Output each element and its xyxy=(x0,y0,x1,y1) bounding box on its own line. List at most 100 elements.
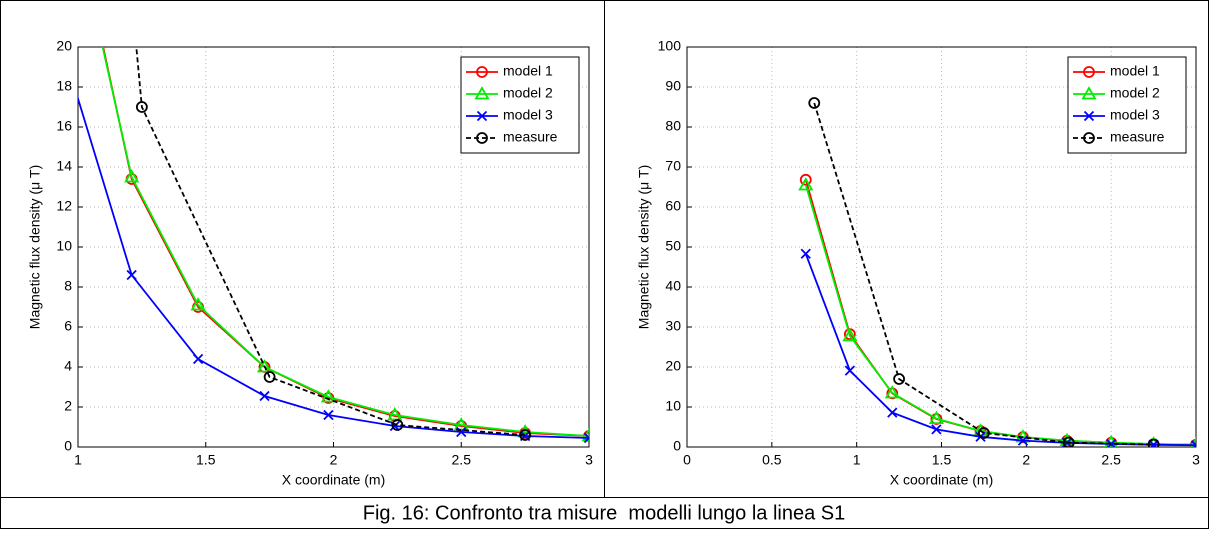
marker xyxy=(1083,110,1095,122)
series-line xyxy=(101,47,589,437)
marker xyxy=(192,353,204,365)
legend-label: model 3 xyxy=(503,107,553,123)
marker xyxy=(798,177,814,191)
series-line xyxy=(78,95,589,439)
x-tick-label: 2 xyxy=(1022,452,1030,468)
marker xyxy=(453,417,469,431)
marker xyxy=(519,429,532,441)
series-line xyxy=(135,47,526,436)
marker xyxy=(887,407,898,418)
legend-label: model 2 xyxy=(1110,85,1160,101)
marker xyxy=(263,371,276,383)
y-tick-label: 10 xyxy=(56,238,72,254)
marker xyxy=(583,432,589,444)
axes-box xyxy=(77,46,590,448)
legend-label: model 1 xyxy=(503,63,553,79)
y-tick-label: 6 xyxy=(64,318,72,334)
x-tick-label: 0 xyxy=(683,452,691,468)
y-tick-label: 100 xyxy=(658,38,682,54)
marker xyxy=(978,427,990,439)
x-tick-label: 1.5 xyxy=(196,452,216,468)
marker xyxy=(1106,438,1117,447)
marker xyxy=(1147,438,1160,447)
y-tick-label: 4 xyxy=(64,358,72,374)
y-tick-label: 90 xyxy=(665,78,681,94)
marker xyxy=(799,173,812,186)
x-tick-label: 1 xyxy=(74,452,82,468)
marker xyxy=(476,132,488,144)
marker xyxy=(256,359,273,373)
marker xyxy=(190,297,206,311)
legend-label: model 1 xyxy=(1110,63,1160,79)
legend-box xyxy=(1067,56,1187,154)
y-tick-label: 14 xyxy=(56,158,72,174)
marker xyxy=(63,61,72,70)
marker xyxy=(1147,436,1160,447)
series-group xyxy=(63,47,589,444)
marker xyxy=(389,420,400,432)
marker xyxy=(928,410,944,424)
y-tick-label: 50 xyxy=(665,238,681,254)
y-tick-label: 80 xyxy=(665,118,681,134)
marker xyxy=(844,365,856,376)
marker xyxy=(320,389,336,403)
y-tick-label: 12 xyxy=(56,198,72,214)
y-tick-label: 0 xyxy=(64,438,72,454)
x-tick-label: 2.5 xyxy=(1101,452,1121,468)
y-tick-label: 18 xyxy=(56,78,72,94)
y-tick-label: 0 xyxy=(673,438,681,454)
marker xyxy=(135,101,148,113)
marker xyxy=(259,390,270,402)
x-tick-label: 3 xyxy=(585,452,593,468)
marker xyxy=(387,407,403,421)
marker xyxy=(808,97,821,109)
marker xyxy=(842,327,858,342)
marker xyxy=(476,110,488,122)
legend-label: model 2 xyxy=(503,85,553,101)
marker xyxy=(323,409,334,421)
marker xyxy=(1081,86,1097,100)
x-tick-label: 2.5 xyxy=(452,452,472,468)
x-tick-label: 1 xyxy=(853,452,861,468)
y-axis-label: Magnetic flux density (μ T) xyxy=(636,165,652,329)
y-tick-label: 2 xyxy=(64,398,72,414)
legend-label: measure xyxy=(1110,129,1165,145)
y-tick-label: 70 xyxy=(665,158,681,174)
y-tick-label: 20 xyxy=(56,38,72,54)
marker xyxy=(884,385,900,399)
y-tick-label: 10 xyxy=(665,398,681,414)
x-tick-label: 3 xyxy=(1192,452,1200,468)
x-tick-label: 0.5 xyxy=(762,452,782,468)
x-axis-label: X coordinate (m) xyxy=(282,472,385,488)
marker xyxy=(1190,440,1196,447)
y-tick-label: 60 xyxy=(665,198,681,214)
y-tick-label: 16 xyxy=(56,118,72,134)
marker xyxy=(126,269,137,281)
marker xyxy=(391,419,404,431)
marker xyxy=(893,373,905,385)
y-tick-label: 40 xyxy=(665,278,681,294)
y-tick-label: 30 xyxy=(665,318,681,334)
x-tick-label: 2 xyxy=(330,452,338,468)
series-line xyxy=(813,102,1154,446)
series-group xyxy=(798,97,1196,447)
marker xyxy=(124,169,140,183)
marker xyxy=(1083,132,1095,144)
marker xyxy=(1190,436,1196,447)
y-axis-label: Magnetic flux density (μ T) xyxy=(27,165,43,329)
x-tick-label: 1.5 xyxy=(932,452,952,468)
caption: Fig. 16: Confronto tra misure modelli lu… xyxy=(363,502,845,524)
y-tick-label: 20 xyxy=(665,358,681,374)
legend-box xyxy=(460,56,580,154)
marker xyxy=(474,86,490,100)
y-tick-label: 8 xyxy=(64,278,72,294)
axes-box xyxy=(686,46,1197,448)
marker xyxy=(1083,66,1095,78)
marker xyxy=(931,424,942,435)
marker xyxy=(1062,436,1075,447)
legend-label: model 3 xyxy=(1110,107,1160,123)
marker xyxy=(476,66,488,78)
legend-label: measure xyxy=(503,129,558,145)
marker xyxy=(972,423,989,437)
